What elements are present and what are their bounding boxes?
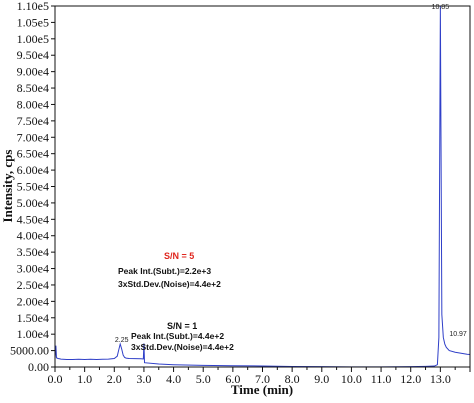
x-tick-label: 7.0 [255,372,270,386]
x-tick-label: 0.0 [48,372,63,386]
sn1-peak-intensity: Peak Int.(Subt.)=4.4e+2 [131,331,224,341]
sn5-peak-intensity: Peak Int.(Subt.)=2.2e+3 [118,266,211,276]
y-tick-label: 0.00 [28,360,49,374]
y-tick-label: 2.00e4 [17,294,49,308]
sn1-title: S/N = 1 [167,321,197,331]
y-tick-label: 9.00e4 [17,65,49,79]
x-tick-label: 10.0 [341,372,362,386]
y-tick-label: 1.10e5 [17,0,49,13]
y-tick-label: 1.05e5 [17,15,49,29]
y-tick-label: 6.50e4 [17,147,49,161]
peak-label: 10.85 [432,4,450,11]
x-tick-label: 1.0 [77,372,92,386]
y-tick-label: 9.50e4 [17,48,49,62]
x-tick-label: 12.0 [400,372,421,386]
series-line [54,5,471,368]
y-tick-label: 1.50e4 [17,311,49,325]
peak-label: 2.25 [115,337,129,344]
x-tick-label: 3.0 [136,372,151,386]
peak-label: 10.97 [449,331,467,338]
x-tick-label: 8.0 [285,372,300,386]
y-tick-label: 2.50e4 [17,278,49,292]
y-axis-label: Intensity, cps [0,150,15,223]
y-tick-label: 4.00e4 [17,229,49,243]
plot-frame [54,5,471,368]
x-tick-label: 6.0 [225,372,240,386]
y-tick-label: 1.00e5 [17,32,49,46]
x-tick-label: 9.0 [314,372,329,386]
y-tick-label: 3.00e4 [17,262,49,276]
y-tick-label: 4.50e4 [17,212,49,226]
x-tick-label: 2.0 [107,372,122,386]
x-axis-ticks: 0.0 1.0 2.0 3.0 4.0 5.0 6.0 7.0 8.0 9.0 10.0 11.0 12… [48,367,471,386]
y-tick-label: 7.50e4 [17,114,49,128]
y-tick-label: 5000.00 [10,344,49,358]
y-axis-ticks: 0.00 5000.00 1.00e4 1.50e4 2.00e4 2.50e4 3.00e… [10,0,55,374]
sn1-noise: 3xStd.Dev.(Noise)=4.4e+2 [131,342,234,352]
x-axis-label: Time (min) [231,382,293,397]
x-tick-label: 5.0 [196,372,211,386]
sn5-title: S/N = 5 [164,251,194,261]
x-tick-label: 11.0 [371,372,392,386]
y-tick-label: 8.00e4 [17,97,49,111]
y-tick-label: 1.00e4 [17,327,49,341]
y-tick-label: 6.00e4 [17,163,49,177]
y-tick-label: 5.50e4 [17,180,49,194]
y-tick-label: 8.50e4 [17,81,49,95]
sn5-noise: 3xStd.Dev.(Noise)=4.4e+2 [118,279,221,289]
x-tick-label: 13.0 [430,372,451,386]
peak-labels: 2.25 10.85 10.97 [115,4,467,344]
y-tick-label: 5.00e4 [17,196,49,210]
y-tick-label: 7.00e4 [17,130,49,144]
x-tick-label: 4.0 [166,372,181,386]
y-tick-label: 3.50e4 [17,245,49,259]
